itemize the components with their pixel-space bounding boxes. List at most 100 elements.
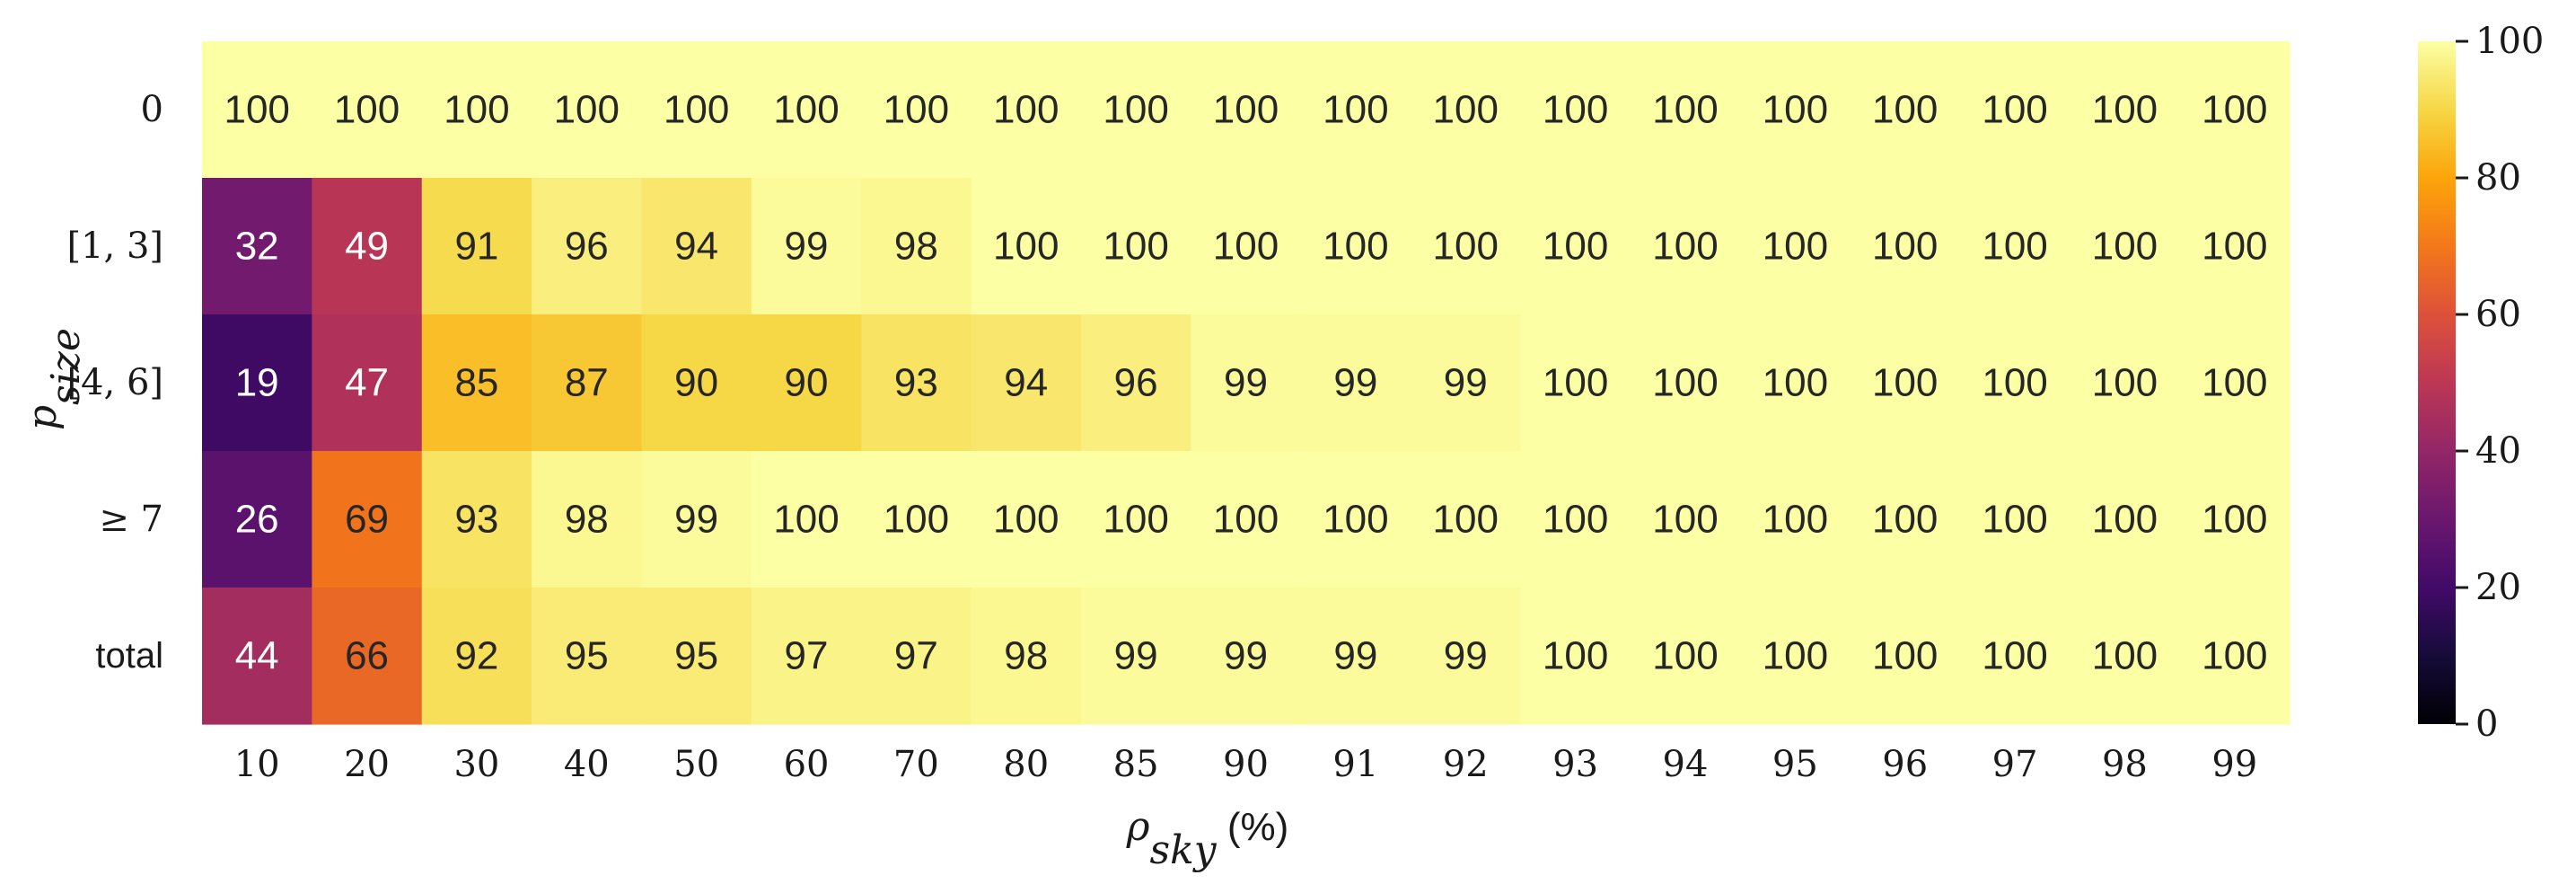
heatmap-cell-r0-c16 [1959,41,2070,179]
heatmap-cell-r1-c17 [2070,178,2181,315]
heatmap-cell-r3-c17 [2070,451,2181,588]
heatmap-cell-label-r4-c17: 100 [2092,634,2158,678]
heatmap-cell-label-r4-c12: 100 [1543,634,1608,678]
heatmap-cell-label-r3-c3: 98 [565,498,609,542]
heatmap-cell-r3-c5 [751,451,862,588]
heatmap-cell-r3-c15 [1850,451,1961,588]
x-tick-label-16: 97 [1992,744,2038,785]
heatmap-cell-label-r1-c5: 99 [785,225,829,269]
x-axis-ticks: 10 20 30 40 50 60 70 80 85 90 91 92 93 94 95 96 97 98 99 [234,744,2258,785]
heatmap-cell-r4-c13 [1630,588,1741,725]
x-tick-label-15: 96 [1882,744,1928,785]
heatmap-cell-r2-c6 [861,314,972,452]
heatmap-cell-label-r2-c8: 96 [1114,361,1158,405]
heatmap-cell-label-r1-c0: 32 [235,225,279,269]
heatmap-cell-label-r3-c10: 100 [1323,498,1388,542]
x-tick-label-0: 10 [234,744,280,785]
heatmap-cell-r0-c2 [421,41,532,179]
heatmap-cell-label-r1-c4: 94 [674,225,718,269]
heatmap-cell-r4-c17 [2070,588,2181,725]
heatmap-cell-r2-c18 [2179,314,2290,452]
heatmap-cell-label-r2-c11: 99 [1444,361,1488,405]
heatmap-cell-label-r4-c15: 100 [1872,634,1938,678]
heatmap-cell-label-r3-c7: 100 [993,498,1059,542]
colorbar: 0 20 40 60 80 100 [2418,21,2544,745]
y-tick-label-3: ≥ 7 [99,499,163,540]
heatmap-cell-r3-c3 [532,451,643,588]
heatmap-cell-r0-c7 [971,41,1082,179]
heatmap-cell-label-r1-c6: 98 [894,225,938,269]
heatmap-cell-label-r3-c9: 100 [1213,498,1279,542]
heatmap-cell-label-r3-c2: 93 [454,498,498,542]
heatmap-cell-r4-c15 [1850,588,1961,725]
x-axis-label-main: ρ [1126,804,1150,850]
colorbar-ticks: 0 20 40 60 80 100 [2456,21,2544,745]
heatmap-cell-r0-c18 [2179,41,2290,179]
heatmap-cell-label-r2-c5: 90 [785,361,829,405]
heatmap-cell-r3-c10 [1300,451,1411,588]
heatmap-cell-label-r1-c9: 100 [1213,225,1279,269]
colorbar-tick-label-2: 40 [2475,430,2521,472]
heatmap-cell-label-r2-c12: 100 [1543,361,1608,405]
heatmap-cell-r4-c1 [312,588,423,725]
x-tick-label-17: 98 [2102,744,2148,785]
heatmap-cell-r1-c7 [971,178,1082,315]
heatmap-cell-r1-c1 [312,178,423,315]
heatmap-cell-r0-c14 [1740,41,1851,179]
heatmap-cell-label-r3-c11: 100 [1433,498,1499,542]
colorbar-tick-label-3: 60 [2475,294,2521,335]
heatmap-cell-r3-c11 [1411,451,1522,588]
heatmap-cell-label-r3-c14: 100 [1763,498,1828,542]
heatmap-cell-r4-c5 [751,588,862,725]
heatmap-cell-label-r1-c15: 100 [1872,225,1938,269]
heatmap-cell-label-r0-c1: 100 [334,88,400,132]
y-axis-label-sub: size [43,328,89,405]
heatmap-cell-label-r0-c9: 100 [1213,88,1279,132]
heatmap-cell-r3-c7 [971,451,1082,588]
heatmap-cell-r2-c0 [202,314,312,452]
heatmap-cell-r2-c13 [1630,314,1741,452]
heatmap-cell-label-r4-c7: 98 [1004,634,1048,678]
heatmap-cell-r3-c1 [312,451,423,588]
heatmap-cell-label-r1-c14: 100 [1763,225,1828,269]
heatmap-cell-label-r4-c11: 99 [1444,634,1488,678]
heatmap-cell-label-r4-c9: 99 [1224,634,1268,678]
heatmap-cell-label-r3-c12: 100 [1543,498,1608,542]
heatmap-cell-label-r0-c15: 100 [1872,88,1938,132]
heatmap-cell-label-r1-c17: 100 [2092,225,2158,269]
heatmap-cell-label-r0-c2: 100 [444,88,509,132]
heatmap-cell-r1-c0 [202,178,312,315]
heatmap-cell-r3-c12 [1520,451,1631,588]
heatmap-cell-label-r4-c1: 66 [345,634,389,678]
heatmap-cell-label-r2-c6: 93 [894,361,938,405]
heatmap-cell-r1-c16 [1959,178,2070,315]
heatmap-cell-r2-c15 [1850,314,1961,452]
heatmap-cell-label-r4-c6: 97 [894,634,938,678]
colorbar-tick-label-0: 0 [2475,703,2498,745]
heatmap-cell-label-r1-c3: 96 [565,225,609,269]
heatmap-cell-r3-c16 [1959,451,2070,588]
heatmap-cell-label-r1-c13: 100 [1652,225,1718,269]
heatmap-cell-label-r1-c11: 100 [1433,225,1499,269]
heatmap-cell-r1-c12 [1520,178,1631,315]
heatmap-cell-r3-c2 [421,451,532,588]
heatmap-cell-label-r3-c16: 100 [1982,498,2047,542]
heatmap-cell-label-r0-c3: 100 [554,88,620,132]
heatmap-cell-label-r0-c13: 100 [1652,88,1718,132]
heatmap-cell-r3-c0 [202,451,312,588]
heatmap-cell-label-r3-c6: 100 [884,498,949,542]
heatmap-cell-label-r4-c10: 99 [1333,634,1377,678]
heatmap-cell-label-r0-c12: 100 [1543,88,1608,132]
heatmap-cell-label-r3-c15: 100 [1872,498,1938,542]
heatmap-cell-r2-c14 [1740,314,1851,452]
heatmap-cell-label-r2-c2: 85 [454,361,498,405]
y-tick-label-4: total [95,636,163,676]
heatmap-cell-label-r0-c6: 100 [884,88,949,132]
heatmap-cell-r1-c6 [861,178,972,315]
heatmap-cell-r4-c2 [421,588,532,725]
heatmap-cell-r0-c10 [1300,41,1411,179]
x-tick-label-13: 94 [1663,744,1709,785]
heatmap-cell-label-r2-c7: 94 [1004,361,1048,405]
heatmap-cell-r4-c9 [1191,588,1302,725]
